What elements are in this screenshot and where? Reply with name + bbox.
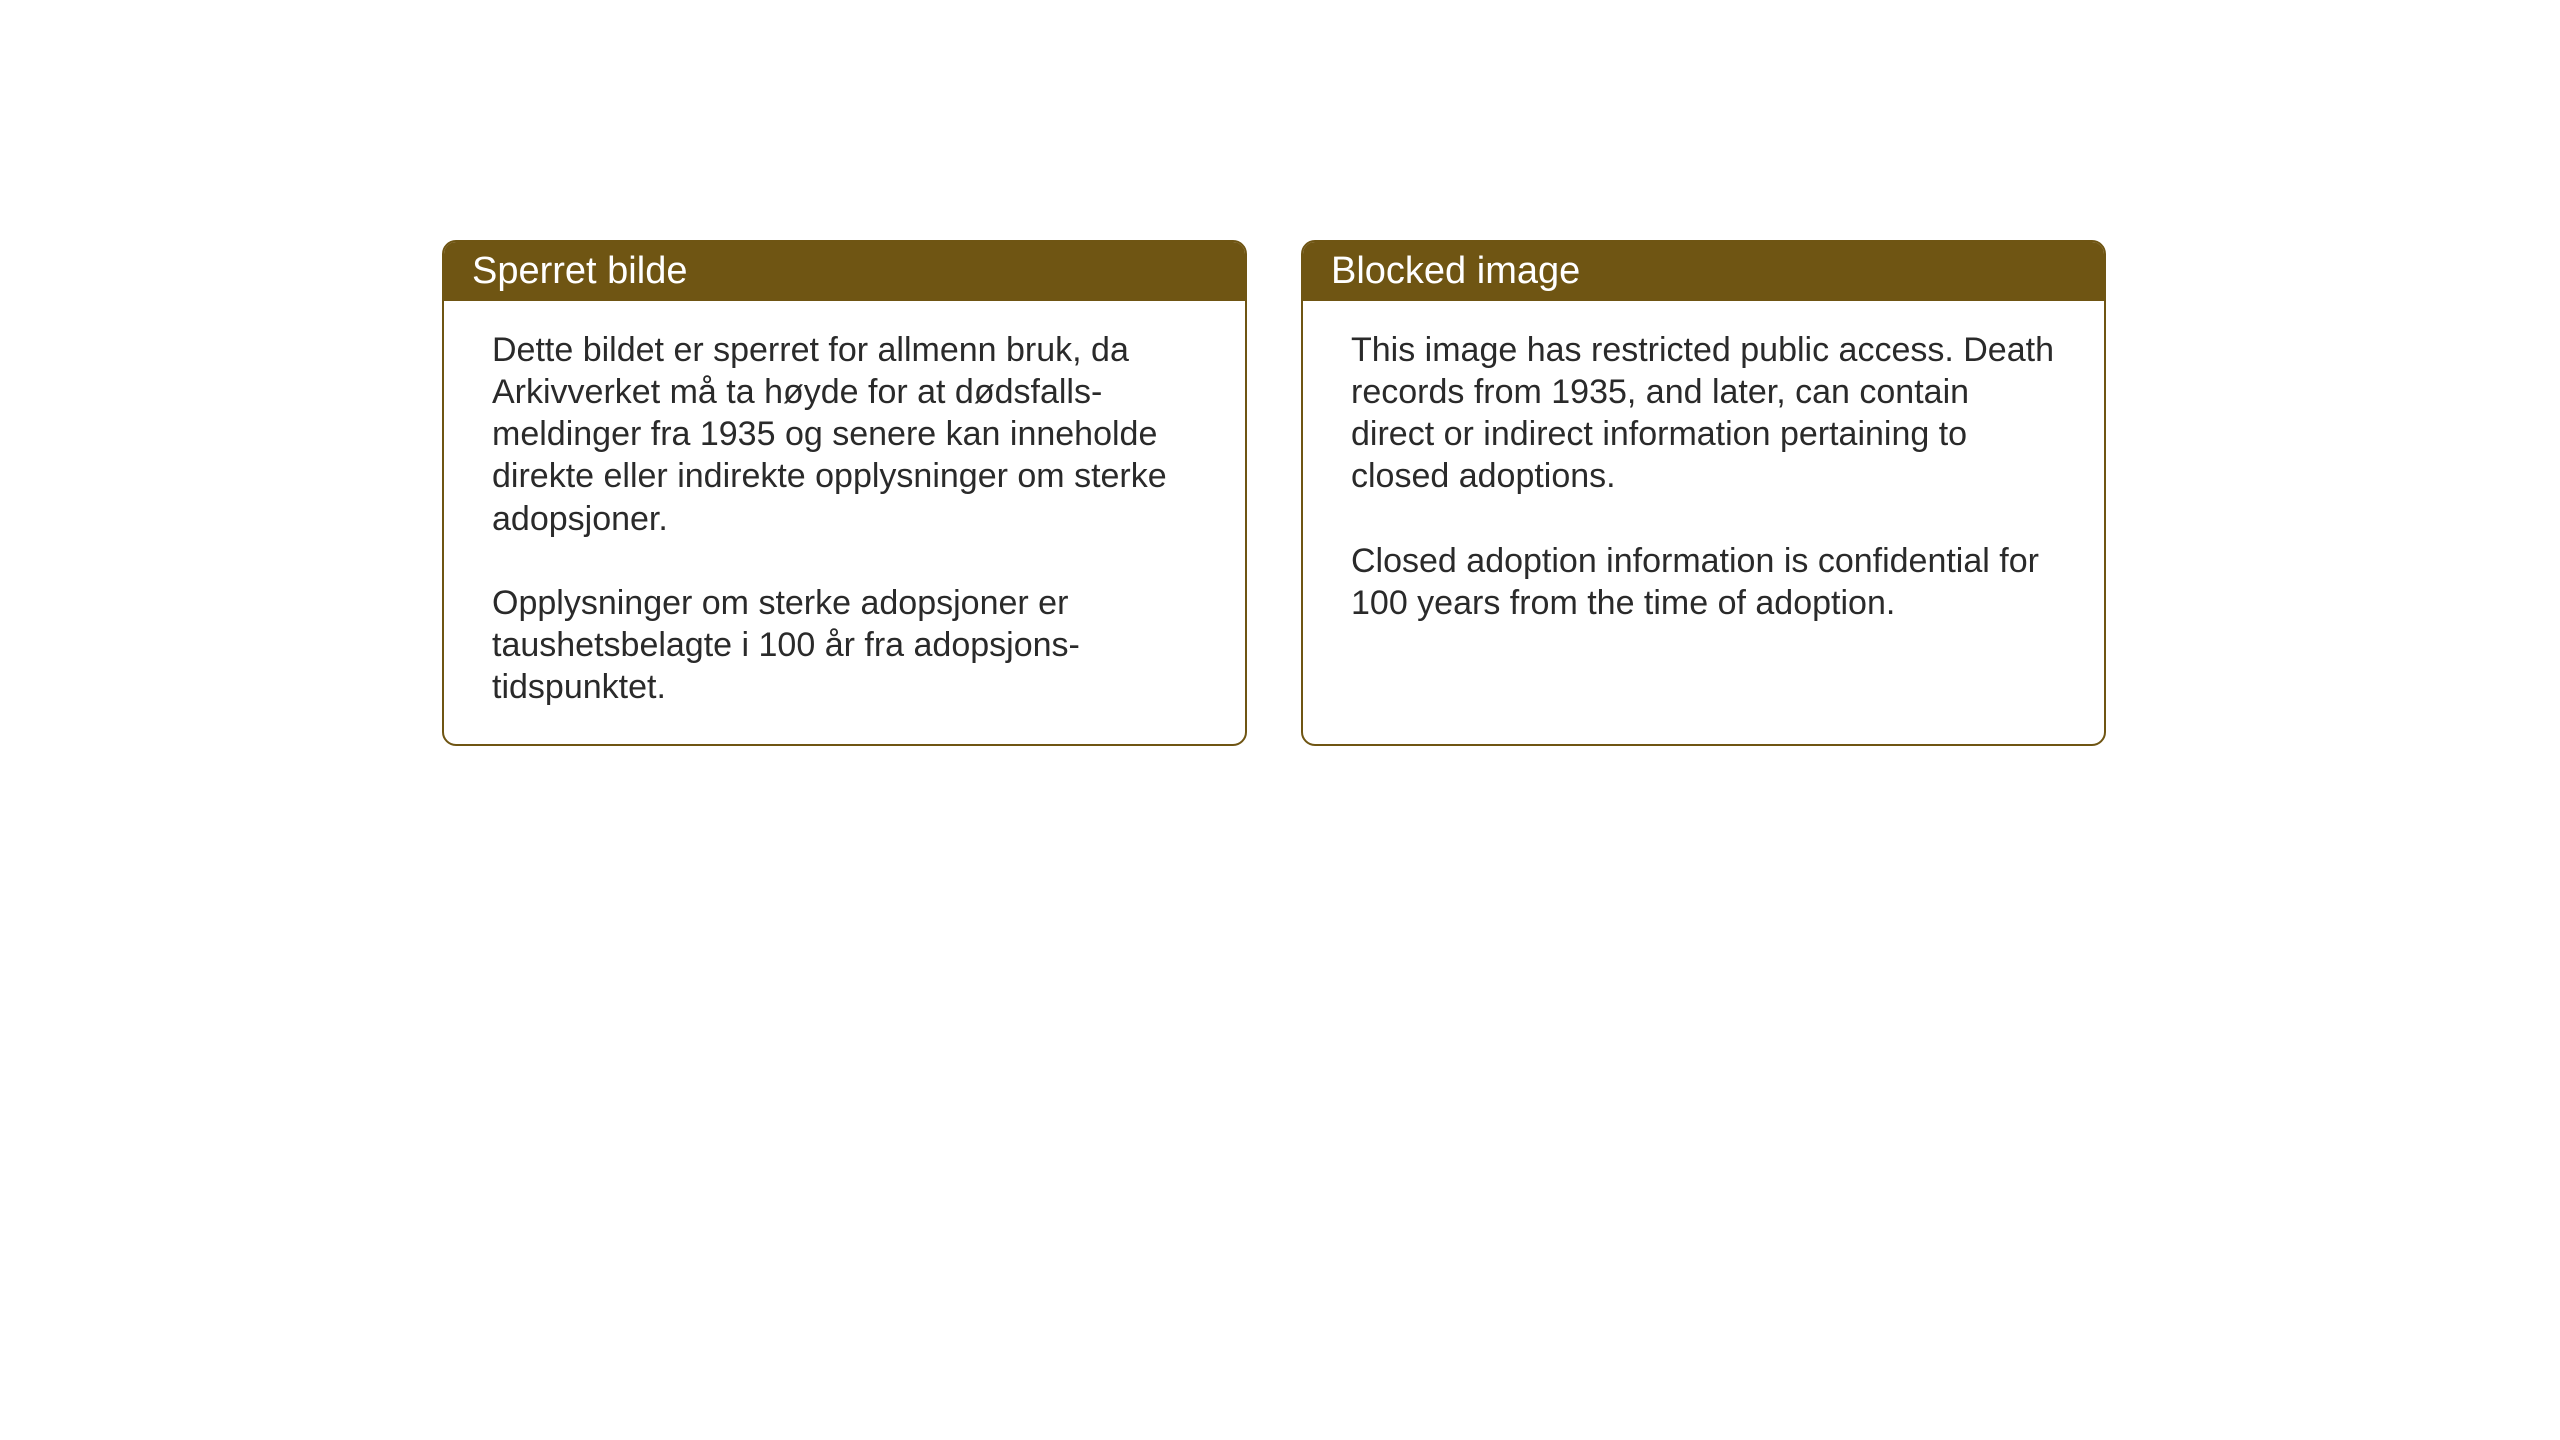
card-norwegian-title: Sperret bilde [472,250,687,292]
card-english-paragraph-2: Closed adoption information is confident… [1351,540,2056,624]
card-norwegian-paragraph-1: Dette bildet er sperret for allmenn bruk… [492,329,1197,540]
card-norwegian-body: Dette bildet er sperret for allmenn bruk… [444,301,1245,744]
card-english-body: This image has restricted public access.… [1303,301,2104,660]
card-norwegian-paragraph-2: Opplysninger om sterke adopsjoner er tau… [492,582,1197,708]
card-english-paragraph-1: This image has restricted public access.… [1351,329,2056,498]
card-english-title: Blocked image [1331,250,1580,292]
card-english: Blocked image This image has restricted … [1301,240,2106,746]
card-norwegian-header: Sperret bilde [444,242,1245,301]
cards-container: Sperret bilde Dette bildet er sperret fo… [442,240,2560,746]
card-norwegian: Sperret bilde Dette bildet er sperret fo… [442,240,1247,746]
card-english-header: Blocked image [1303,242,2104,301]
